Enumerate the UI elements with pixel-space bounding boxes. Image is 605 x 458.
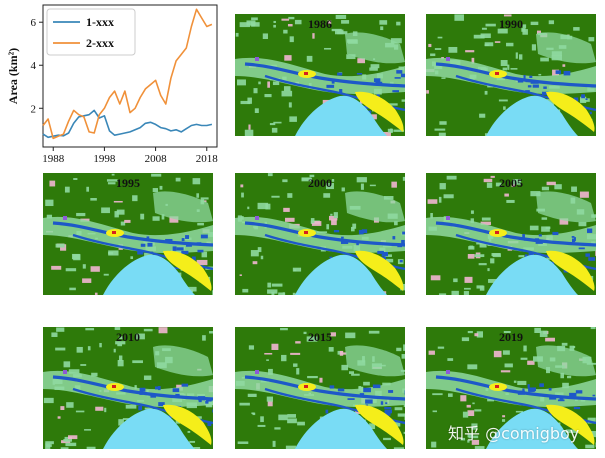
land-cover-map-2005: 2005: [426, 173, 596, 295]
x-tick-label: 2018: [196, 153, 219, 165]
map-image: [426, 327, 596, 449]
map-year-label: 2000: [308, 176, 332, 190]
legend-label: 2-xxx: [86, 36, 114, 50]
map-year-label: 1990: [499, 17, 523, 31]
land-cover-map-2000: 2000: [235, 173, 405, 295]
area-line-chart: 1988 1998 2008 2018 2 4 6 Area (km²) 1-xxx 2-xxx: [6, 4, 219, 165]
map-image: [43, 327, 213, 449]
land-cover-map-1995: 1995: [43, 173, 213, 295]
map-image: [426, 173, 596, 295]
map-image: [235, 327, 405, 449]
land-cover-map-1990: 1990: [426, 14, 596, 136]
map-year-label: 2010: [116, 330, 140, 344]
y-tick-label: 6: [31, 17, 37, 29]
land-cover-map-2010: 2010: [43, 327, 213, 449]
watermark: 知乎 @comigboy: [448, 424, 580, 443]
plot-frame: [42, 4, 218, 148]
legend: 1-xxx 2-xxx: [46, 8, 136, 56]
land-cover-map-2015: 2015: [235, 327, 405, 449]
legend-label: 1-xxx: [86, 15, 114, 29]
land-cover-map-1986: 1986: [235, 14, 405, 136]
x-tick-label: 1988: [42, 153, 65, 165]
y-axis-label: Area (km²): [6, 48, 20, 104]
map-year-label: 1995: [116, 176, 140, 190]
map-image: [235, 14, 405, 136]
map-year-label: 2005: [499, 176, 523, 190]
series-line-2: [42, 8, 213, 140]
map-year-label: 2015: [308, 330, 332, 344]
map-image: [235, 173, 405, 295]
map-year-label: 1986: [308, 17, 332, 31]
x-tick-label: 1998: [93, 153, 116, 165]
series-line-1: [42, 109, 213, 139]
map-image: [426, 14, 596, 136]
y-tick-label: 2: [31, 103, 37, 115]
map-image: [43, 173, 213, 295]
y-tick-label: 4: [31, 60, 37, 72]
x-tick-label: 2008: [145, 153, 168, 165]
land-cover-map-2019: 2019: [426, 327, 596, 449]
map-year-label: 2019: [499, 330, 523, 344]
